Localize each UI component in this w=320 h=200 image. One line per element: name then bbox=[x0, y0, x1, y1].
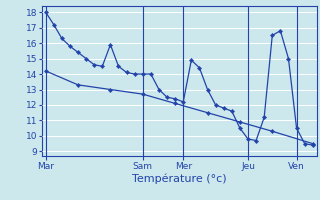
X-axis label: Température (°c): Température (°c) bbox=[132, 173, 227, 184]
